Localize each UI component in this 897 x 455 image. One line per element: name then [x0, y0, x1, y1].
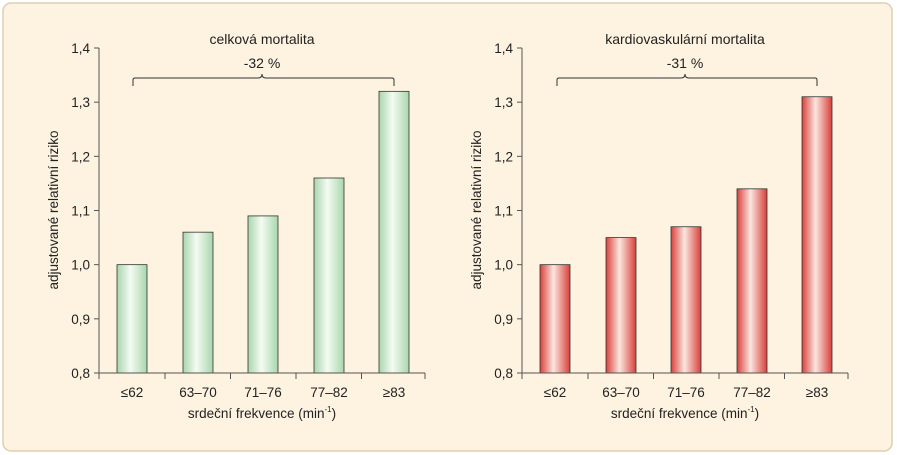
x-tick-label: 77–82: [733, 385, 771, 400]
x-tick-label: ≤62: [121, 385, 143, 400]
bar-4: [313, 177, 345, 374]
bar-4: [736, 188, 768, 374]
y-tick-label: 1,0: [71, 258, 90, 273]
reduction-annotation: -32 %: [244, 55, 281, 71]
bar-2: [182, 231, 214, 374]
bar-2: [605, 237, 637, 374]
y-tick-label: 1,1: [71, 204, 90, 219]
bar-3: [247, 215, 279, 374]
y-tick-label: 1,1: [494, 204, 513, 219]
bar-5: [378, 90, 410, 374]
y-tick-label: 1,4: [494, 41, 513, 56]
bar-3: [670, 226, 702, 374]
y-tick-label: 0,9: [71, 312, 90, 327]
x-axis-label: srdeční frekvence (min-1): [611, 405, 759, 421]
y-tick-label: 1,3: [71, 95, 90, 110]
chart-total-mortality: celková mortalita -32 % adjustované rela…: [46, 31, 426, 421]
x-tick-label: 71–76: [667, 385, 705, 400]
y-tick-label: 0,8: [494, 366, 513, 381]
x-tick-label: 63–70: [179, 385, 217, 400]
y-tick-label: 1,4: [71, 41, 90, 56]
chart-title: kardiovaskulární mortalita: [605, 31, 765, 47]
x-tick-label: ≥83: [806, 385, 828, 400]
y-tick-label: 1,3: [494, 95, 513, 110]
annotation-bracket: [132, 73, 395, 86]
y-tick-label: 1,0: [494, 258, 513, 273]
chart-cardiovascular-mortality: kardiovaskulární mortalita -31 % adjusto…: [469, 31, 849, 421]
bar-1: [116, 264, 148, 374]
reduction-annotation: -31 %: [667, 55, 704, 71]
y-tick-label: 1,2: [494, 149, 513, 164]
annotation-bracket: [556, 73, 818, 86]
x-tick-label: 77–82: [310, 385, 348, 400]
x-tick-label: 63–70: [602, 385, 640, 400]
x-tick-label: 71–76: [244, 385, 282, 400]
y-axis-label: adjustované relativní riziko: [46, 130, 61, 289]
bar-5: [801, 96, 833, 374]
bar-1: [539, 264, 571, 374]
x-tick-label: ≥83: [383, 385, 405, 400]
y-axis-label: adjustované relativní riziko: [469, 130, 484, 289]
x-tick-label: ≤62: [544, 385, 566, 400]
y-tick-label: 1,2: [71, 149, 90, 164]
y-tick-label: 0,9: [494, 312, 513, 327]
x-axis-label: srdeční frekvence (min-1): [188, 405, 336, 421]
y-tick-label: 0,8: [71, 366, 90, 381]
chart-title: celková mortalita: [209, 31, 314, 47]
